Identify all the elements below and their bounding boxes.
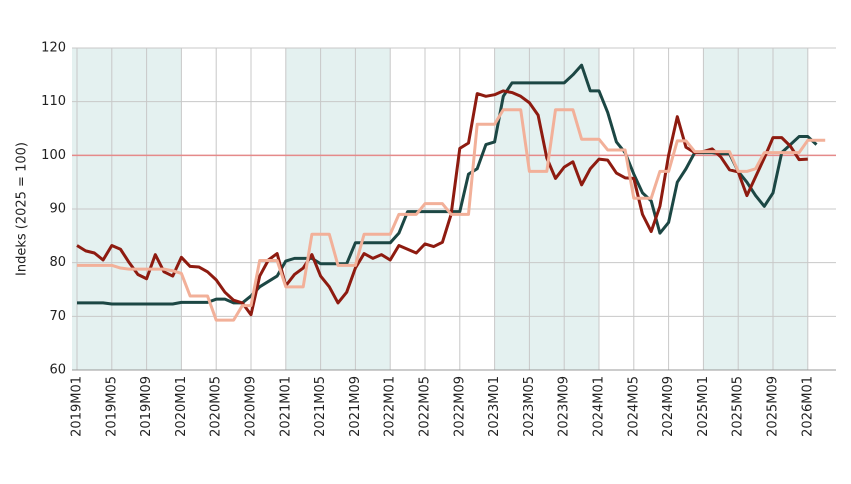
- x-tick-label: 2026M01: [800, 376, 815, 437]
- y-tick-label: 70: [49, 309, 66, 324]
- y-tick-label: 90: [49, 202, 66, 217]
- x-tick-label: 2025M01: [696, 376, 711, 437]
- x-tick-label: 2019M05: [104, 376, 119, 437]
- x-tick-label: 2023M01: [487, 376, 502, 437]
- x-tick-label: 2021M01: [278, 376, 293, 437]
- x-tick-label: 2019M09: [139, 376, 154, 437]
- y-axis-label: Indeks (2025 = 100): [15, 142, 30, 276]
- y-tick-label: 60: [49, 363, 66, 378]
- y-tick-label: 110: [41, 94, 66, 109]
- x-tick-label: 2023M09: [557, 376, 572, 437]
- x-tick-label: 2022M05: [418, 376, 433, 437]
- x-tick-label: 2024M05: [626, 376, 641, 437]
- x-tick-label: 2020M05: [209, 376, 224, 437]
- x-tick-label: 2021M05: [313, 376, 328, 437]
- x-tick-label: 2020M01: [174, 376, 189, 437]
- x-tick-label: 2025M09: [766, 376, 781, 437]
- series-line: [77, 63, 818, 306]
- x-tick-label: 2021M09: [348, 376, 363, 437]
- x-tick-label: 2024M09: [661, 376, 676, 437]
- x-tick-label: 2025M05: [731, 376, 746, 437]
- x-tick-label: 2022M09: [452, 376, 467, 437]
- series-line: [76, 89, 808, 317]
- y-tick-label: 100: [41, 148, 66, 163]
- x-tick-label: 2020M09: [244, 376, 259, 437]
- series-line: [77, 108, 826, 322]
- y-tick-label: 120: [41, 41, 66, 56]
- y-tick-label: 80: [49, 255, 66, 270]
- x-tick-label: 2022M01: [383, 376, 398, 437]
- x-tick-label: 2024M01: [592, 376, 607, 437]
- x-tick-label: 2023M05: [522, 376, 537, 437]
- x-tick-label: 2019M01: [70, 376, 85, 437]
